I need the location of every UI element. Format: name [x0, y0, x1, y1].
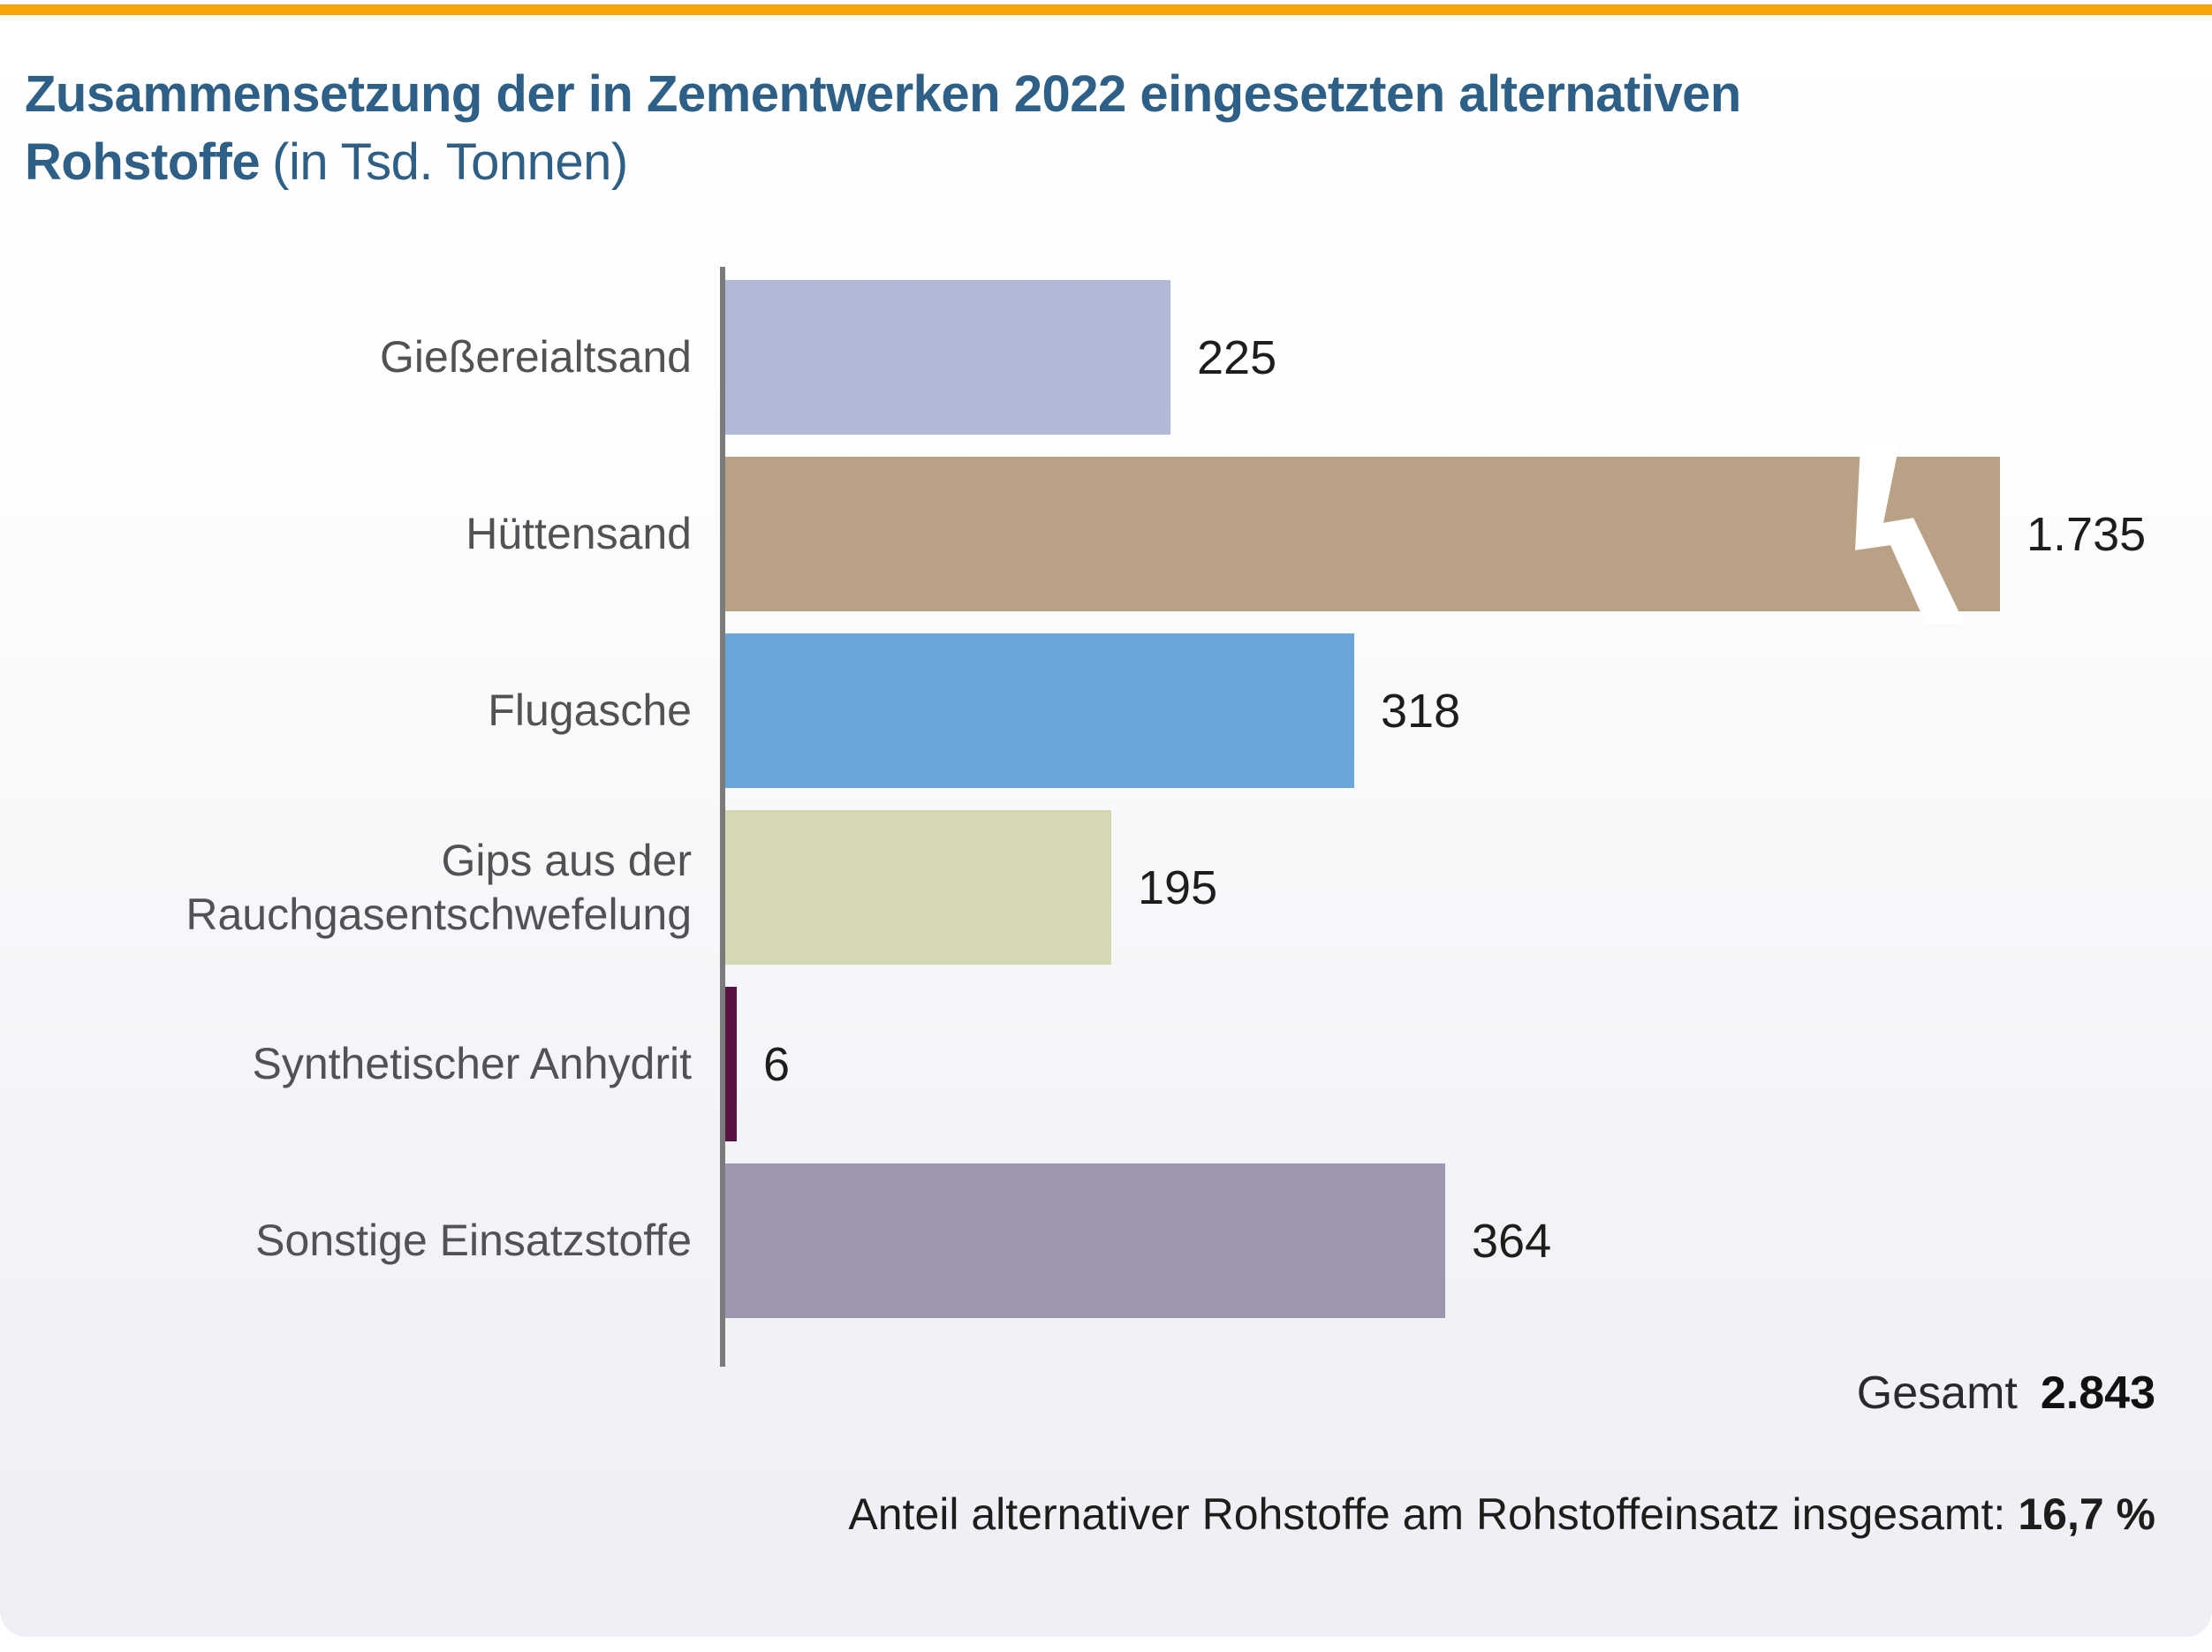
bar-value: 195 — [1138, 860, 1218, 914]
bar-row: Sonstige Einsatzstoffe 364 — [25, 1163, 2187, 1319]
bar-value: 1.735 — [2026, 507, 2147, 561]
bar-label: Synthetischer Anhydrit — [252, 1039, 693, 1089]
chart-title-unit: (in Tsd. Tonnen) — [272, 133, 628, 191]
bar-area: 225 — [720, 280, 2187, 436]
bar-area: 1.735 — [720, 444, 2187, 625]
bar-row: Hüttensand 1.735 — [25, 444, 2187, 625]
chart-title: Zusammensetzung der in Zementwerken 2022… — [25, 61, 2187, 196]
bar-value: 225 — [1197, 330, 1277, 384]
bar-row: Gips aus der Rauchgasentschwefelung 195 — [25, 810, 2187, 966]
bar-row: Synthetischer Anhydrit 6 — [25, 987, 2187, 1142]
chart-title-line2: Rohstoffe — [25, 133, 261, 191]
chart-title-line1: Zusammensetzung der in Zementwerken 2022… — [25, 65, 1741, 123]
footnote-value: 16,7 % — [2018, 1489, 2155, 1540]
total-row: Gesamt 2.843 — [25, 1367, 2155, 1420]
bar-label: Sonstige Einsatzstoffe — [255, 1216, 692, 1266]
total-label: Gesamt — [1856, 1368, 2018, 1420]
bar-area: 364 — [720, 1163, 2187, 1319]
bar — [725, 633, 1354, 789]
bar-label: Hüttensand — [466, 509, 692, 559]
bar-value: 6 — [763, 1037, 791, 1091]
bar-row: Flugasche 318 — [25, 633, 2187, 789]
bar — [725, 987, 737, 1142]
bar-label: Gips aus der Rauchgasentschwefelung — [186, 835, 692, 939]
bar-area: 318 — [720, 633, 2187, 789]
top-white-strip — [0, 0, 2212, 4]
bar-area: 195 — [720, 810, 2187, 966]
bar-row: Gießereialtsand 225 — [25, 280, 2187, 436]
y-axis-line — [720, 267, 725, 1368]
bar — [725, 810, 1111, 966]
total-value: 2.843 — [2040, 1368, 2155, 1420]
footnote-text: Anteil alternativer Rohstoffe am Rohstof… — [848, 1489, 2006, 1540]
bar — [725, 280, 1170, 436]
footnote: Anteil alternativer Rohstoffe am Rohstof… — [25, 1489, 2155, 1540]
bar-chart: Gießereialtsand 225 Hüttensand 1.735 Flugasc… — [25, 267, 2187, 1368]
bar-label: Flugasche — [488, 686, 692, 736]
bar-label: Gießereialtsand — [380, 332, 692, 383]
axis-break-icon — [1855, 444, 1965, 625]
bar-value: 364 — [1472, 1214, 1552, 1268]
chart-panel: Zusammensetzung der in Zementwerken 2022… — [0, 15, 2212, 1637]
bar-value: 318 — [1381, 684, 1461, 738]
accent-top-bar — [0, 4, 2212, 15]
bar — [725, 1163, 1445, 1319]
bar-area: 6 — [720, 987, 2187, 1142]
bar — [725, 444, 2000, 625]
